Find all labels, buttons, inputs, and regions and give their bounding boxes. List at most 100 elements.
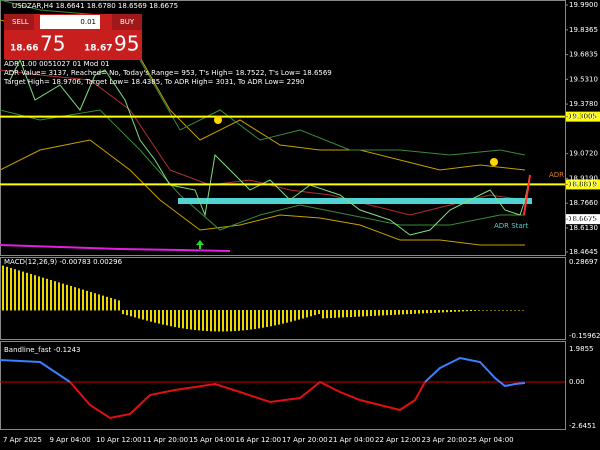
sell-label[interactable]: SELL bbox=[12, 18, 29, 26]
macd-bar bbox=[38, 276, 40, 311]
macd-bar bbox=[222, 310, 224, 332]
buy-label[interactable]: BUY bbox=[120, 18, 135, 26]
macd-bar bbox=[2, 265, 4, 311]
macd-bar bbox=[370, 310, 372, 316]
macd-bar bbox=[218, 310, 220, 332]
macd-bar bbox=[22, 271, 24, 311]
macd-bar bbox=[58, 282, 60, 311]
macd-bar bbox=[418, 310, 420, 314]
sell-button[interactable] bbox=[4, 14, 34, 30]
macd-bar bbox=[358, 310, 360, 317]
macd-bar bbox=[158, 310, 160, 324]
level-tag bbox=[566, 214, 600, 225]
buy-small: 18.67 bbox=[84, 44, 112, 54]
macd-bar bbox=[214, 310, 216, 332]
macd-bar bbox=[82, 289, 84, 311]
price bbox=[9, 58, 531, 236]
macd-bar bbox=[462, 310, 464, 312]
ma-line bbox=[0, 244, 231, 252]
sell-big: 75 bbox=[40, 32, 65, 56]
macd-bar bbox=[182, 310, 184, 329]
macd-bar bbox=[186, 310, 188, 329]
macd-bar bbox=[154, 310, 156, 323]
macd-bar bbox=[174, 310, 176, 328]
macd-bar bbox=[90, 292, 92, 311]
macd-bar bbox=[290, 310, 292, 322]
macd-bar bbox=[414, 310, 416, 314]
macd-bar bbox=[54, 281, 56, 311]
macd-bar bbox=[254, 310, 256, 329]
macd-bar bbox=[378, 310, 380, 316]
macd-bar bbox=[274, 310, 276, 326]
macd-bar bbox=[110, 298, 112, 311]
macd-bar bbox=[342, 310, 344, 318]
time-label: 17 Apr 20:00 bbox=[282, 436, 328, 444]
time-label: 25 Apr 04:00 bbox=[468, 436, 514, 444]
price-label: 19.5310 bbox=[569, 75, 598, 83]
macd-bar bbox=[230, 310, 232, 332]
level-tag bbox=[566, 179, 600, 190]
price-label: 18.6675 bbox=[569, 215, 598, 223]
macd-bar bbox=[502, 310, 504, 311]
macd-bar bbox=[310, 310, 312, 317]
lot[interactable]: 0.01 bbox=[80, 18, 96, 26]
macd-bar bbox=[198, 310, 200, 331]
bandline-up bbox=[424, 356, 526, 388]
adr-info: ADR Value= 3137, Reached= No, Today's Ra… bbox=[4, 69, 332, 77]
macd-bar bbox=[498, 310, 500, 311]
markers bbox=[196, 116, 531, 249]
macd-bar bbox=[210, 310, 212, 332]
price-label: 19.8365 bbox=[569, 26, 598, 34]
macd-bar bbox=[234, 310, 236, 332]
macd-bar bbox=[434, 310, 436, 313]
macd-bar bbox=[410, 310, 412, 314]
macd-bar bbox=[242, 310, 244, 331]
macd-bar bbox=[486, 310, 488, 311]
macd-bar bbox=[362, 310, 364, 317]
macd-bar bbox=[226, 310, 228, 332]
macd-bar bbox=[302, 310, 304, 319]
macd-bar bbox=[406, 310, 408, 315]
time-label: 15 Apr 04:00 bbox=[189, 436, 235, 444]
time-label: 10 Apr 12:00 bbox=[96, 436, 142, 444]
level-tag bbox=[566, 111, 600, 122]
buy-button[interactable] bbox=[112, 14, 142, 30]
macd-bar bbox=[94, 293, 96, 311]
macd-bar bbox=[46, 278, 48, 311]
macd-bar bbox=[202, 310, 204, 331]
macd-bar bbox=[354, 310, 356, 317]
macd-bar bbox=[190, 310, 192, 330]
macd-bar bbox=[446, 310, 448, 313]
time-label: 9 Apr 04:00 bbox=[50, 436, 91, 444]
macd-bar bbox=[322, 310, 324, 319]
macd-bar bbox=[106, 296, 108, 311]
adr-info: ADR 1.00 0051027 01 Mod 01 bbox=[4, 60, 110, 68]
macd-bar bbox=[338, 310, 340, 318]
macd-bar bbox=[330, 310, 332, 318]
macd-bar bbox=[170, 310, 172, 327]
price-label: 19.6835 bbox=[569, 51, 598, 59]
macd-axis: -0.15962 bbox=[569, 332, 600, 340]
adr-start: ADR Start bbox=[494, 222, 529, 230]
macd-bar bbox=[282, 310, 284, 324]
macd-bar bbox=[506, 310, 508, 311]
bandline-axis: 1.9855 bbox=[569, 345, 594, 353]
macd-bar bbox=[366, 310, 368, 317]
macd-bar bbox=[514, 310, 516, 311]
trade-panel: SELL BUY 0.01 18.66 75 18.67 95 bbox=[4, 14, 142, 60]
level-label: 18.6675 bbox=[568, 215, 597, 223]
macd-bar bbox=[130, 310, 132, 317]
macd-bar bbox=[34, 275, 36, 311]
macd-bar bbox=[78, 288, 80, 311]
macd-bar bbox=[402, 310, 404, 315]
bandline-up bbox=[0, 359, 71, 383]
buy-big: 95 bbox=[114, 32, 139, 56]
macd-bar bbox=[142, 310, 144, 320]
macd-bar bbox=[238, 310, 240, 331]
price-label: 19.0720 bbox=[569, 150, 598, 158]
adr-label: ADR bbox=[549, 171, 564, 179]
macd-bar bbox=[266, 310, 268, 328]
price-label: 18.7660 bbox=[569, 199, 598, 207]
adr-info: Target High= 18.9706, Target Low= 18.438… bbox=[3, 78, 304, 86]
lot-input[interactable] bbox=[40, 15, 100, 29]
